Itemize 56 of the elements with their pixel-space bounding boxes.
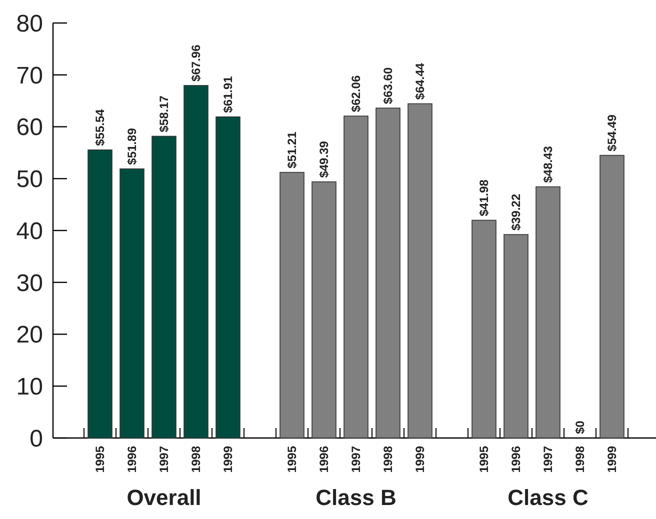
data-label: $55.54 [93, 108, 108, 146]
data-label: $51.89 [125, 128, 140, 165]
data-label: $0 [573, 420, 588, 434]
bar [120, 168, 144, 438]
x-tick-label: 1998 [573, 446, 588, 473]
text: Class C [508, 485, 588, 510]
bar [280, 172, 304, 438]
data-label: $64.44 [413, 62, 428, 100]
bar [184, 85, 208, 438]
data-label: $39.22 [509, 194, 524, 231]
data-label: $63.60 [381, 67, 396, 104]
bar [504, 234, 528, 438]
bar [600, 154, 624, 438]
y-tick-label: 60 [16, 114, 43, 142]
x-tick-label: 1996 [125, 446, 140, 473]
x-tick-label: 1996 [509, 446, 524, 473]
y-tick-label: 40 [16, 218, 43, 245]
x-tick-label: 1998 [381, 446, 396, 473]
bar [376, 108, 400, 438]
text: Class B [316, 485, 396, 510]
data-label: $41.98 [477, 179, 492, 216]
x-tick-label: 1995 [477, 446, 492, 473]
x-tick-label: 1995 [285, 446, 300, 473]
bar [344, 116, 368, 438]
data-label: $54.49 [605, 114, 620, 152]
x-tick-label: 1999 [605, 446, 620, 473]
data-label: $62.06 [349, 75, 364, 112]
y-tick-label: 0 [30, 425, 43, 452]
data-label: $51.21 [285, 131, 300, 168]
text: Overall [126, 485, 202, 510]
x-tick-label: 1995 [93, 446, 108, 473]
bar [536, 186, 560, 438]
y-tick-label: 80 [16, 10, 43, 38]
data-label: $48.43 [541, 146, 556, 183]
bar [88, 149, 112, 438]
x-tick-label: 1997 [541, 446, 556, 473]
x-tick-label: 1999 [221, 446, 236, 473]
y-tick-label: 70 [16, 62, 43, 90]
x-tick-label: 1998 [189, 446, 204, 473]
y-tick-label: 30 [16, 270, 43, 297]
bar [312, 181, 336, 438]
x-tick-label: 1997 [157, 446, 172, 473]
x-tick-label: 1996 [317, 446, 332, 473]
bar [216, 116, 240, 438]
data-label: $49.39 [317, 140, 332, 178]
data-label: $67.96 [189, 44, 204, 82]
y-tick-label: 10 [16, 374, 43, 401]
x-tick-label: 1997 [349, 446, 364, 473]
y-tick-label: 50 [16, 166, 43, 194]
data-label: $61.91 [221, 76, 236, 113]
x-tick-label: 1999 [413, 446, 428, 473]
bar [408, 103, 432, 438]
y-tick-label: 20 [16, 322, 43, 349]
bar [472, 220, 496, 438]
bar [152, 136, 176, 438]
data-label: $58.17 [157, 95, 172, 132]
